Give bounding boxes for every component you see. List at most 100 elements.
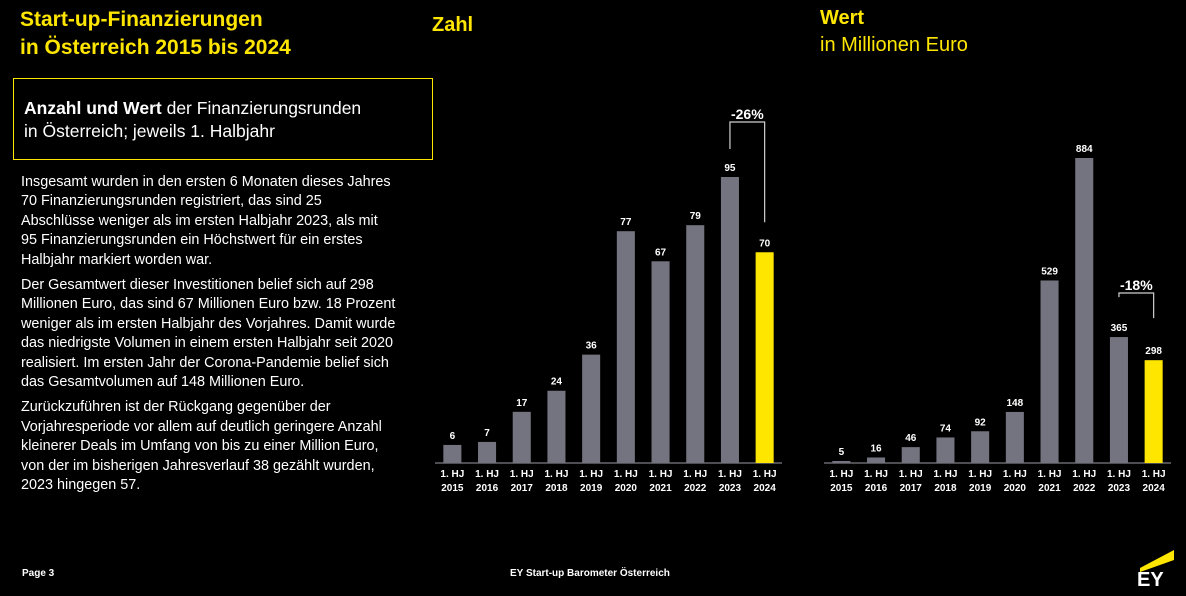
value-tick-label-1: 1. HJ [864, 469, 888, 480]
value-bar-9 [1144, 360, 1163, 463]
value-bar-2 [901, 447, 920, 463]
count-tick-year-7: 2022 [684, 483, 707, 494]
value-tick-label-7: 1. HJ [1072, 469, 1096, 480]
value-tick-year-4: 2019 [969, 483, 992, 494]
title-line-1: Start-up-Finanzierungen [20, 8, 263, 31]
value-tick-label-8: 1. HJ [1107, 469, 1131, 480]
count-tick-label-9: 1. HJ [753, 469, 777, 480]
subtitle-bold: Anzahl und Wert [24, 98, 162, 118]
paragraph-1: Insgesamt wurden in den ersten 6 Monaten… [21, 174, 391, 268]
count-tick-year-5: 2020 [615, 483, 638, 494]
count-tick-label-8: 1. HJ [718, 469, 742, 480]
value-bar-6 [1040, 280, 1059, 463]
value-tick-year-3: 2018 [934, 483, 957, 494]
count-value-label-5: 77 [620, 217, 632, 228]
value-tick-year-9: 2024 [1143, 483, 1166, 494]
value-change-label: -18% [1120, 277, 1153, 293]
body-text: Insgesamt wurden in den ersten 6 Monaten… [21, 173, 396, 502]
value-tick-year-5: 2020 [1004, 483, 1027, 494]
paragraph-3: Zurückzuführen ist der Rückgang gegenübe… [21, 399, 382, 494]
value-bar-1 [867, 457, 886, 463]
value-value-label-6: 529 [1041, 266, 1058, 277]
count-value-label-7: 79 [690, 211, 702, 222]
count-bar-1 [478, 441, 497, 463]
count-value-label-4: 36 [586, 341, 598, 352]
paragraph-2: Der Gesamtwert dieser Investitionen beli… [21, 277, 396, 391]
count-change-label: -26% [731, 106, 764, 122]
title-line-2: in Österreich 2015 bis 2024 [20, 36, 291, 59]
value-tick-year-2: 2017 [900, 483, 923, 494]
count-tick-year-9: 2024 [754, 483, 777, 494]
value-value-label-2: 46 [905, 433, 917, 444]
page-number: Page 3 [22, 568, 55, 579]
footer-title: EY Start-up Barometer Österreich [510, 568, 670, 579]
count-tick-label-4: 1. HJ [579, 469, 603, 480]
count-bar-6 [651, 261, 670, 463]
count-tick-label-7: 1. HJ [683, 469, 707, 480]
value-tick-label-9: 1. HJ [1142, 469, 1166, 480]
count-bar-2 [512, 411, 531, 463]
count-tick-year-1: 2016 [476, 483, 499, 494]
count-value-label-0: 6 [450, 431, 456, 442]
count-tick-year-2: 2017 [511, 483, 534, 494]
value-tick-label-3: 1. HJ [933, 469, 957, 480]
value-value-label-5: 148 [1007, 398, 1024, 409]
count-bar-8 [720, 177, 739, 463]
count-bar-7 [686, 225, 705, 463]
value-tick-year-1: 2016 [865, 483, 888, 494]
count-tick-year-6: 2021 [649, 483, 672, 494]
count-value-label-9: 70 [759, 238, 771, 249]
count-tick-year-3: 2018 [545, 483, 568, 494]
count-value-label-2: 17 [516, 398, 528, 409]
subtitle-rest: der Finanzierungsrunden [161, 98, 362, 118]
count-tick-year-8: 2023 [719, 483, 742, 494]
count-change-bracket [729, 121, 766, 223]
count-tick-label-2: 1. HJ [510, 469, 534, 480]
value-chart-subtitle: in Millionen Euro [820, 34, 968, 56]
value-tick-label-4: 1. HJ [968, 469, 992, 480]
value-value-label-3: 74 [940, 423, 952, 434]
count-value-label-1: 7 [484, 428, 490, 439]
value-value-label-1: 16 [870, 443, 882, 454]
count-tick-label-1: 1. HJ [475, 469, 499, 480]
count-chart-title: Zahl [432, 14, 474, 36]
value-tick-year-7: 2022 [1073, 483, 1096, 494]
count-value-label-3: 24 [551, 377, 563, 388]
ey-logo-text: EY [1137, 569, 1164, 590]
ey-logo: EY [1137, 550, 1174, 590]
page-title: Start-up-Finanzierungen in Österreich 20… [20, 6, 291, 62]
value-tick-year-8: 2023 [1108, 483, 1131, 494]
subtitle-box: Anzahl und Wert der Finanzierungsrunden … [13, 78, 433, 160]
value-value-label-0: 5 [839, 447, 845, 458]
count-tick-label-0: 1. HJ [440, 469, 464, 480]
value-tick-label-0: 1. HJ [829, 469, 853, 480]
count-value-label-8: 95 [724, 163, 736, 174]
count-tick-label-5: 1. HJ [614, 469, 638, 480]
value-bar-3 [936, 437, 955, 463]
value-bar-8 [1109, 337, 1128, 463]
count-tick-label-3: 1. HJ [544, 469, 568, 480]
value-change-bracket [1118, 292, 1155, 319]
value-value-label-7: 884 [1076, 144, 1093, 155]
value-tick-label-2: 1. HJ [899, 469, 923, 480]
value-bar-7 [1075, 158, 1094, 463]
count-bar-5 [616, 231, 635, 463]
count-bar-4 [582, 354, 601, 463]
count-value-label-6: 67 [655, 247, 667, 258]
value-tick-label-6: 1. HJ [1038, 469, 1062, 480]
value-bar-0 [832, 461, 851, 463]
count-tick-year-4: 2019 [580, 483, 603, 494]
value-chart-heading: Wert in Millionen Euro [820, 5, 968, 59]
value-bar-4 [971, 431, 990, 463]
value-bar-5 [1005, 411, 1024, 463]
value-chart-title: Wert [820, 7, 865, 29]
count-tick-year-0: 2015 [441, 483, 464, 494]
value-value-label-9: 298 [1145, 346, 1162, 357]
count-tick-label-6: 1. HJ [649, 469, 673, 480]
value-value-label-8: 365 [1111, 323, 1128, 334]
count-bar-3 [547, 390, 566, 463]
value-tick-label-5: 1. HJ [1003, 469, 1027, 480]
count-bar-9 [755, 252, 774, 463]
